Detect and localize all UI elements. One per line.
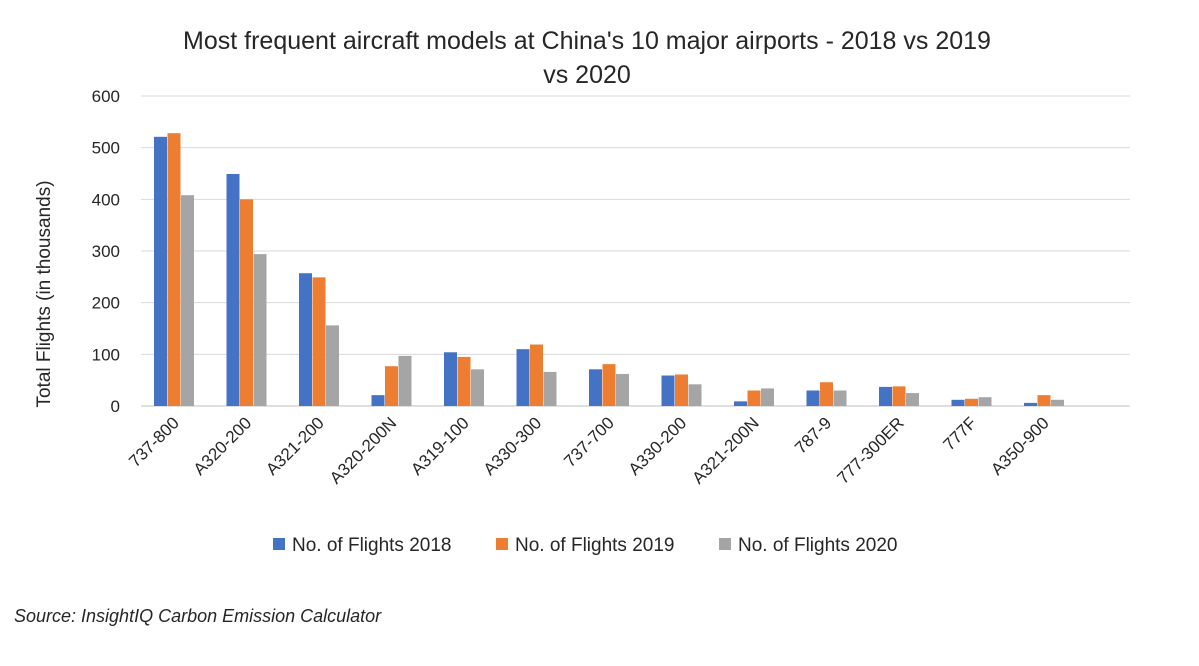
bar [154, 136, 167, 407]
bar [734, 401, 747, 406]
bar [806, 390, 820, 406]
x-tick-label: A319-100 [407, 413, 473, 479]
bars [154, 133, 1064, 407]
legend-label: No. of Flights 2019 [515, 535, 674, 556]
bar [398, 355, 412, 406]
x-tick-label: A330-300 [480, 413, 546, 479]
x-tick-label: A321-200N [689, 413, 763, 487]
x-tick-label: A320-200N [326, 413, 400, 487]
x-tick-label: 737-800 [125, 413, 183, 471]
bar [675, 374, 688, 406]
bar [167, 133, 181, 406]
bar [543, 371, 557, 406]
x-tick-label: 737-700 [560, 413, 618, 471]
bar [602, 364, 616, 406]
bar [978, 397, 992, 406]
bar [1051, 399, 1064, 406]
bar [371, 395, 385, 406]
y-tick-label: 500 [92, 139, 120, 158]
y-axis-ticks: 0 100 200 300 400 500 600 [92, 87, 120, 416]
x-tick-label: A330-200 [625, 413, 691, 479]
y-tick-label: 300 [92, 242, 120, 261]
bar [1024, 402, 1037, 406]
source-note: Source: InsightIQ Carbon Emission Calcul… [14, 606, 382, 626]
legend-label: No. of Flights 2020 [738, 535, 897, 556]
legend-swatch [496, 538, 508, 550]
bar [312, 277, 326, 406]
bar [326, 325, 339, 406]
x-tick-label: A320-200 [190, 413, 256, 479]
bar [253, 254, 267, 406]
bar [471, 369, 484, 406]
bar [688, 384, 702, 406]
bar [833, 390, 847, 406]
bar [385, 366, 398, 406]
bar [879, 386, 892, 406]
x-tick-label: 777-300ER [834, 413, 908, 487]
bar [906, 393, 919, 406]
legend-swatch [719, 538, 731, 550]
bar [965, 398, 978, 406]
x-tick-label: 777F [939, 413, 980, 454]
bar [761, 388, 774, 406]
bar [516, 349, 530, 406]
bar [444, 352, 457, 406]
y-tick-label: 0 [111, 397, 120, 416]
chart-title-line-2: vs 2020 [543, 61, 631, 89]
y-tick-label: 200 [92, 294, 120, 313]
bar [589, 369, 602, 406]
bar [299, 273, 312, 406]
chart-title: Most frequent aircraft models at China's… [183, 27, 991, 89]
legend-swatch [273, 538, 285, 550]
legend: No. of Flights 2018 No. of Flights 2019 No… [273, 535, 897, 556]
bar [892, 386, 906, 406]
bar [240, 199, 253, 406]
x-tick-label: A321-200 [262, 413, 328, 479]
bar [457, 356, 471, 406]
bar [530, 344, 543, 406]
y-tick-label: 600 [92, 87, 120, 106]
bar [616, 373, 629, 406]
y-tick-label: 100 [92, 345, 120, 364]
y-tick-label: 400 [92, 190, 120, 209]
x-tick-label: 787-9 [791, 413, 835, 457]
bar [181, 195, 194, 406]
bar [1037, 395, 1051, 406]
y-axis-title: Total Flights (in thousands) [34, 180, 55, 407]
bar [226, 174, 240, 406]
bar [820, 382, 833, 406]
bar [661, 375, 675, 406]
legend-label: No. of Flights 2018 [292, 535, 451, 556]
x-tick-label: A350-900 [987, 413, 1053, 479]
bar [747, 390, 761, 406]
gridlines [141, 95, 1130, 407]
chart-title-line-1: Most frequent aircraft models at China's… [183, 27, 991, 55]
bar [951, 399, 965, 406]
